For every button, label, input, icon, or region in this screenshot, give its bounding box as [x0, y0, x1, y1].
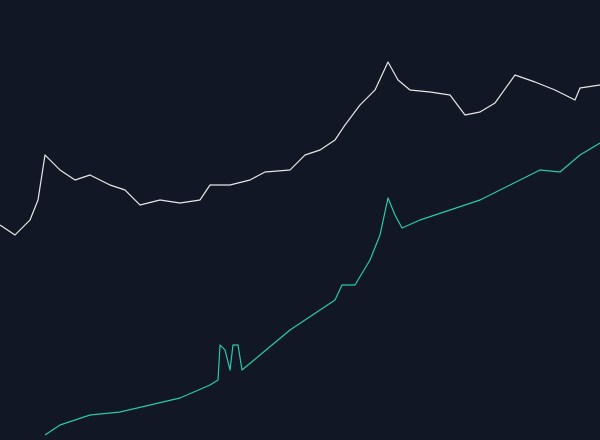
line: [44, 142, 600, 436]
line: [0, 61, 600, 236]
